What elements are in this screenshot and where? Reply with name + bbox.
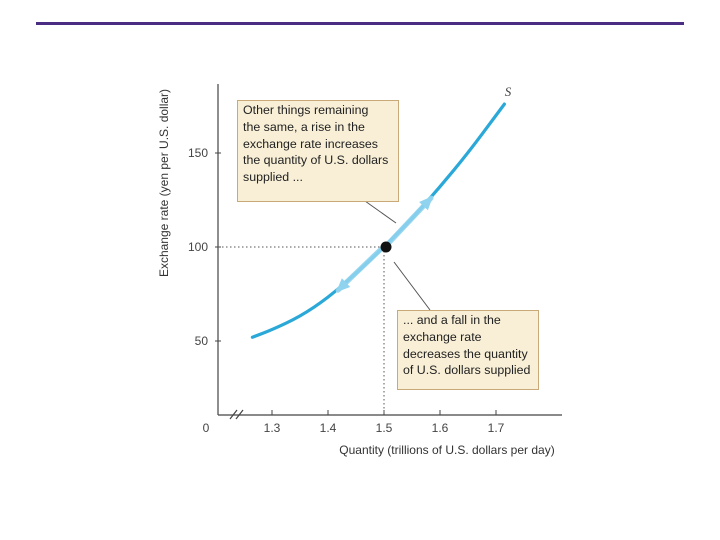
annotation-rise-line: the quantity of U.S. dollars (243, 153, 389, 168)
axes: 1.3 1.4 1.5 1.6 1.7 0 50 100 150 Quantity (trilli… (157, 84, 562, 457)
annotation-rise-line: supplied ... (243, 170, 303, 185)
y-tick-label: 100 (188, 240, 208, 254)
y-tick-label: 150 (188, 146, 208, 160)
x-tick-label: 1.5 (376, 421, 393, 435)
callout-leader-rise (364, 200, 397, 224)
top-rule (36, 22, 684, 25)
annotation-rise: Other things remaining the same, a rise … (237, 100, 399, 202)
annotation-fall-line: decreases the quantity (403, 346, 528, 361)
y-tick-label: 50 (195, 334, 209, 348)
annotation-rise-line: exchange rate increases (243, 136, 379, 151)
marks (335, 195, 434, 311)
callout-leader-fall (393, 261, 431, 311)
annotation-rise-line: Other things remaining (243, 103, 369, 117)
annotation-fall-line: ... and a fall in the (403, 313, 501, 327)
annotation-fall-line: of U.S. dollars supplied (403, 363, 531, 378)
x-tick-label: 1.4 (320, 421, 337, 435)
arrow-down-head (335, 278, 351, 293)
axis-break-mark (235, 409, 244, 420)
x-tick-label: 1.6 (432, 421, 449, 435)
equilibrium-point (380, 241, 392, 253)
annotation-rise-line: the same, a rise in the (243, 119, 365, 134)
x-axis-title: Quantity (trillions of U.S. dollars per … (339, 443, 554, 457)
x-tick-label: 1.3 (264, 421, 281, 435)
x-tick-label: 1.7 (488, 421, 505, 435)
origin-label: 0 (203, 421, 210, 435)
annotation-fall: ... and a fall in the exchange rate decr… (397, 310, 539, 390)
y-axis-title: Exchange rate (yen per U.S. dollar) (157, 89, 171, 277)
supply-curve-label: S (505, 84, 512, 99)
arrow-up-head (419, 195, 434, 211)
axis-break-mark (229, 409, 238, 420)
annotation-fall-line: exchange rate (403, 329, 482, 344)
